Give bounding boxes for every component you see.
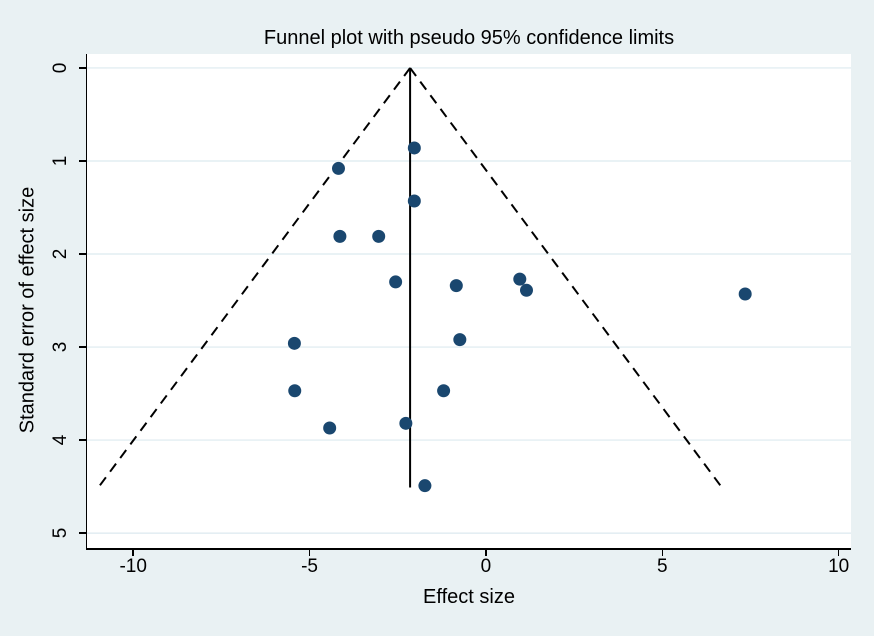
y-tick-mark: [78, 67, 86, 69]
study-marker: [738, 287, 752, 301]
x-tick-mark: [132, 549, 134, 556]
y-tick-mark: [78, 439, 86, 441]
y-tick-label: 5: [50, 527, 71, 539]
x-axis-line: [85, 548, 851, 550]
y-tick-label: 2: [50, 248, 71, 260]
study-marker: [288, 384, 302, 398]
study-marker: [323, 421, 337, 435]
y-tick-label: 4: [50, 434, 71, 446]
x-tick-mark: [661, 549, 664, 556]
y-tick-label: 3: [50, 341, 71, 353]
plot-area: [87, 54, 851, 548]
study-marker: [437, 384, 451, 398]
study-marker: [513, 272, 527, 286]
x-tick-label: -5: [301, 556, 319, 577]
x-tick-label: -10: [119, 556, 147, 577]
y-axis-line: [85, 54, 87, 550]
y-axis-title: Standard error of effect size: [16, 186, 39, 434]
study-marker: [287, 336, 301, 350]
x-tick-label: 5: [656, 556, 668, 577]
x-axis-title: Effect size: [423, 586, 515, 608]
x-tick-mark: [837, 549, 840, 556]
y-tick-mark: [78, 253, 86, 255]
x-tick-label: 0: [480, 556, 492, 577]
pseudo-ci-right-line: [409, 67, 723, 489]
x-tick-mark: [485, 549, 487, 556]
pseudo-ci-left-line: [97, 67, 411, 489]
chart-title: Funnel plot with pseudo 95% confidence l…: [263, 27, 675, 49]
study-marker: [399, 416, 413, 430]
study-marker: [372, 229, 386, 243]
study-marker: [331, 161, 345, 175]
study-marker: [333, 229, 347, 243]
x-tick-label: 10: [828, 556, 850, 577]
study-marker: [449, 279, 463, 293]
study-marker: [407, 141, 421, 155]
study-marker: [418, 479, 432, 493]
study-marker: [519, 283, 533, 297]
y-tick-label: 1: [50, 155, 71, 167]
study-marker: [453, 333, 467, 347]
study-marker: [407, 194, 421, 208]
y-tick-mark: [78, 346, 86, 348]
funnel-chart-svg: [87, 67, 851, 534]
study-marker: [389, 275, 403, 289]
x-tick-mark: [308, 549, 311, 556]
y-tick-mark: [78, 532, 86, 534]
y-tick-mark: [78, 160, 86, 162]
y-tick-label: 0: [50, 62, 71, 74]
